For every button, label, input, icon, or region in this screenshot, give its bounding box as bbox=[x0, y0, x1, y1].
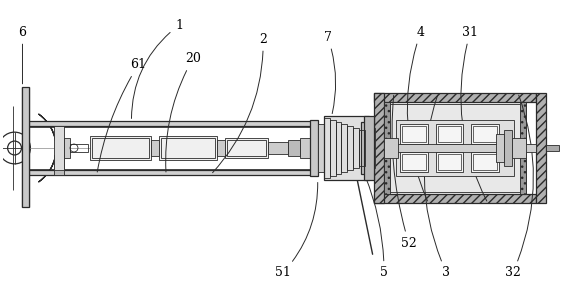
Bar bbox=[473, 154, 497, 170]
Bar bbox=[361, 122, 369, 174]
Bar bbox=[353, 128, 360, 168]
Text: 31: 31 bbox=[461, 25, 487, 201]
Bar bbox=[216, 140, 224, 156]
Bar bbox=[30, 121, 312, 126]
Bar bbox=[224, 138, 268, 158]
Bar bbox=[70, 144, 88, 152]
Bar bbox=[374, 93, 536, 102]
Bar bbox=[536, 93, 545, 203]
Bar bbox=[436, 124, 463, 144]
Bar bbox=[268, 142, 288, 154]
Bar bbox=[300, 138, 310, 158]
Bar bbox=[310, 120, 318, 176]
Bar bbox=[23, 87, 30, 207]
Bar bbox=[400, 152, 428, 172]
Text: 7: 7 bbox=[324, 30, 336, 114]
Bar bbox=[364, 116, 374, 180]
Bar bbox=[402, 154, 425, 170]
Bar bbox=[384, 144, 536, 152]
Bar bbox=[227, 140, 266, 156]
Text: 32: 32 bbox=[505, 95, 533, 279]
Bar bbox=[369, 128, 375, 168]
Text: 51: 51 bbox=[275, 182, 318, 279]
Bar bbox=[396, 120, 514, 176]
Bar bbox=[374, 194, 536, 203]
Circle shape bbox=[7, 141, 22, 155]
Text: 20: 20 bbox=[166, 52, 201, 172]
Bar bbox=[318, 124, 324, 172]
Bar bbox=[384, 102, 390, 194]
Bar bbox=[30, 170, 312, 175]
Bar bbox=[520, 102, 526, 194]
Bar bbox=[341, 124, 348, 172]
Bar bbox=[329, 120, 336, 176]
Text: 3: 3 bbox=[424, 95, 450, 279]
Bar bbox=[436, 152, 463, 172]
Bar bbox=[400, 124, 428, 144]
Bar bbox=[437, 154, 461, 170]
Bar bbox=[504, 130, 512, 166]
Bar bbox=[360, 130, 365, 166]
Text: 2: 2 bbox=[212, 33, 267, 173]
Bar bbox=[159, 136, 216, 160]
Text: 5: 5 bbox=[365, 176, 388, 279]
Bar bbox=[437, 126, 461, 142]
Bar bbox=[384, 102, 526, 194]
Text: 1: 1 bbox=[131, 19, 183, 118]
Bar bbox=[348, 126, 353, 170]
Bar bbox=[324, 118, 329, 178]
Bar bbox=[336, 122, 341, 174]
Bar bbox=[64, 138, 70, 158]
Text: 61: 61 bbox=[97, 58, 147, 172]
Bar bbox=[471, 124, 499, 144]
Text: 52: 52 bbox=[392, 95, 417, 250]
Bar bbox=[54, 126, 64, 170]
Bar bbox=[151, 140, 159, 156]
Bar bbox=[92, 138, 149, 158]
Bar bbox=[496, 134, 504, 162]
Bar bbox=[288, 140, 300, 156]
Text: 6: 6 bbox=[19, 25, 27, 84]
Bar bbox=[161, 138, 215, 158]
Bar bbox=[384, 138, 398, 158]
Bar bbox=[90, 136, 151, 160]
Bar bbox=[390, 104, 520, 192]
Bar bbox=[473, 126, 497, 142]
Bar bbox=[324, 116, 369, 180]
Bar bbox=[545, 145, 559, 151]
Bar bbox=[374, 93, 384, 203]
Bar bbox=[402, 126, 425, 142]
Text: 4: 4 bbox=[407, 25, 428, 201]
Bar bbox=[471, 152, 499, 172]
Bar bbox=[54, 155, 64, 175]
Bar bbox=[512, 138, 526, 158]
